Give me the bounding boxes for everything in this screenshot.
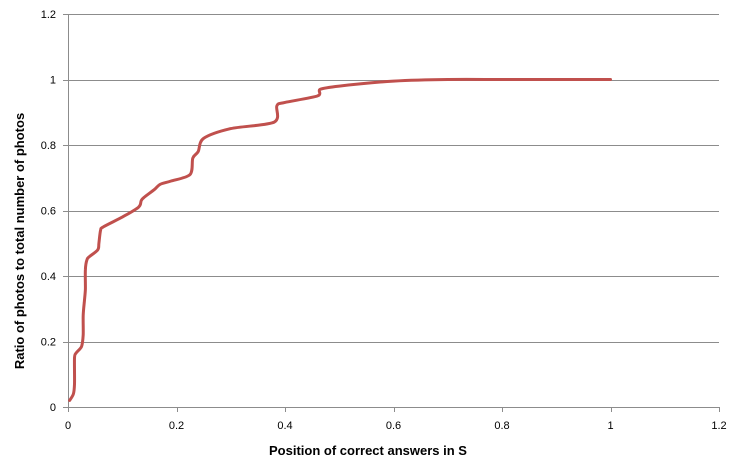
y-tick-label: 0.6 xyxy=(41,206,56,218)
axes xyxy=(63,14,720,412)
x-tick-label: 1.2 xyxy=(711,420,726,432)
x-tick-label: 1 xyxy=(607,420,613,432)
series-line xyxy=(68,77,612,402)
x-tick-labels: 0 0.2 0.4 0.6 0.8 1 1.2 xyxy=(65,420,727,432)
x-tick-label: 0.8 xyxy=(494,420,509,432)
x-tick-label: 0.6 xyxy=(386,420,401,432)
y-tick-label: 0 xyxy=(50,402,56,414)
y-tick-label: 0.2 xyxy=(41,337,56,349)
y-tick-label: 1.2 xyxy=(41,9,56,21)
series-group xyxy=(68,77,612,402)
y-tick-label: 0.8 xyxy=(41,140,56,152)
x-tick-label: 0.4 xyxy=(277,420,292,432)
y-axis-title: Ratio of photos to total number of photo… xyxy=(12,113,27,369)
x-axis-title: Position of correct answers in S xyxy=(269,443,467,458)
y-tick-label: 0.4 xyxy=(41,271,56,283)
x-tick-label: 0 xyxy=(65,420,71,432)
y-tick-labels: 0 0.2 0.4 0.6 0.8 1 1.2 xyxy=(41,9,56,414)
y-tick-label: 1 xyxy=(50,75,56,87)
x-tick-label: 0.2 xyxy=(169,420,184,432)
